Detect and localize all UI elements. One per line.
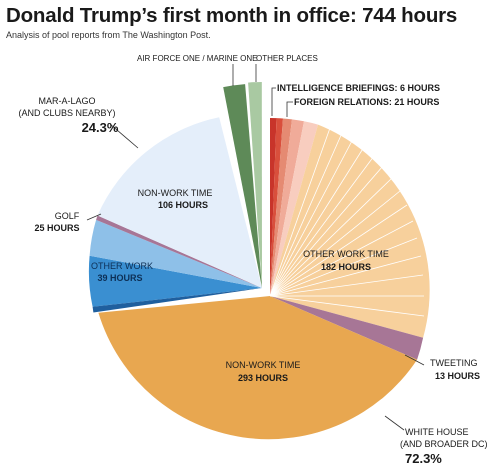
slice-labels: AIR FORCE ONE / MARINE ONE OTHER PLACES … [18,54,487,466]
slice-foreign-shade-1 [270,119,304,297]
slice-ml-other-work [88,255,263,307]
leader-mar-a-lago [109,123,139,149]
slice-golf-edge [96,215,262,288]
slice-other-places [248,82,262,288]
label-ml-non-work-hours: 106 HOURS [158,200,208,210]
label-intel: INTELLIGENCE BRIEFINGS: 6 HOURS [277,83,440,93]
slice-tweeting [270,296,424,360]
label-mar-a-lago-sub: (AND CLUBS NEARBY) [18,108,115,118]
label-golf: GOLF [55,211,80,221]
mar-a-lago-slices [88,117,263,313]
label-foreign: FOREIGN RELATIONS: 21 HOURS [294,97,439,107]
slice-foreign-shade-2 [270,121,318,296]
label-wh-non-work: NON-WORK TIME [226,360,301,370]
label-white-house: WHITE HOUSE [405,427,469,437]
slice-intel-shade-1 [270,118,283,296]
label-other-places: OTHER PLACES [256,54,318,63]
leader-lines [86,64,425,431]
label-ml-other-work: OTHER WORK [91,261,153,271]
leader-tweeting [404,354,425,366]
chart-subtitle: Analysis of pool reports from The Washin… [6,30,211,40]
label-tweeting: TWEETING [430,358,478,368]
slice-intelligence-briefings [270,117,277,296]
slice-air-force-one [223,84,262,288]
label-ml-non-work: NON-WORK TIME [138,188,213,198]
label-wh-other-work: OTHER WORK TIME [303,249,389,259]
leader-intel [271,87,276,116]
label-mar-a-lago-pct: 24.3% [82,120,119,135]
label-wh-other-work-hours: 182 HOURS [321,262,371,272]
slice-wh-non-work-time [98,296,418,440]
label-ml-other-work-hours: 39 HOURS [97,273,142,283]
slice-foreign-relations [270,118,292,296]
label-golf-hours: 25 HOURS [34,223,79,233]
leader-golf [86,213,102,221]
label-wh-non-work-hours: 293 HOURS [238,373,288,383]
white-house-slices [98,117,430,440]
slice-golf [89,219,262,288]
chart-title: Donald Trump’s first month in office: 74… [6,4,458,27]
label-tweeting-hours: 13 HOURS [435,371,480,381]
leader-white-house [384,415,405,431]
slice-ml-other-work-dark [92,288,262,313]
slice-ml-non-work-time [97,117,262,288]
work-divider-lines [269,127,425,317]
label-white-house-sub: (AND BROADER DC) [400,439,488,449]
label-white-house-pct: 72.3% [405,451,442,466]
label-air-force: AIR FORCE ONE / MARINE ONE [137,54,257,63]
leader-foreign [286,101,293,117]
label-mar-a-lago: MAR-A-LAGO [38,96,95,106]
